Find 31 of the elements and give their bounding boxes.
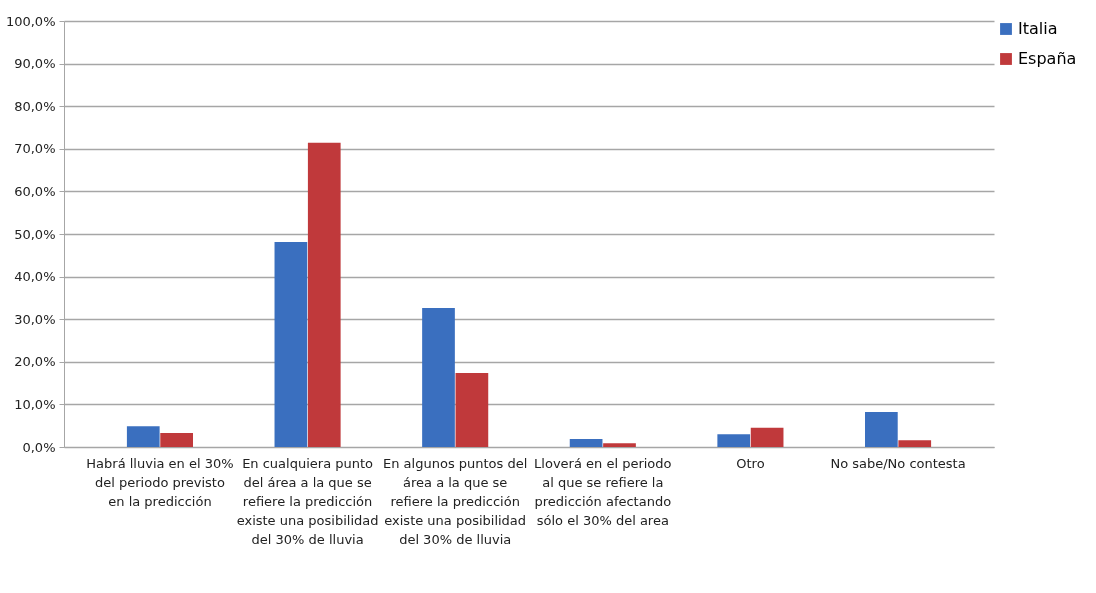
bar: [422, 308, 455, 447]
bar: [750, 427, 784, 447]
legend-label: España: [1018, 49, 1077, 68]
y-tick-label: 90,0%: [14, 56, 56, 72]
x-tick-label: Lloverá en el periodo al que se refiere la predicción afectando sólo el 30% del area: [534, 455, 672, 528]
y-tick-label: 100,0%: [5, 13, 56, 29]
y-tick-label: 20,0%: [14, 354, 56, 370]
x-tick-label: En cualquiera punto del área a la que se refiere la predicción existe una posibilidad del 30% de lluvia: [236, 455, 379, 547]
y-tick-label: 30,0%: [14, 311, 56, 327]
bar: [717, 434, 751, 447]
y-tick-label: 0,0%: [22, 439, 56, 455]
x-tick-label: Habrá lluvia en el 30% del periodo previsto en la predicción: [86, 455, 234, 509]
bar: [160, 432, 193, 447]
bar: [307, 142, 341, 447]
x-tick-label: Otro: [736, 455, 765, 471]
x-tick-label: En algunos puntos del área a la que se refiere la predicción existe una posibilidad del 30% de lluvia: [383, 455, 528, 547]
legend-label: Italia: [1018, 19, 1058, 38]
bar: [898, 440, 932, 447]
y-tick-label: 40,0%: [14, 269, 56, 285]
y-tick-label: 80,0%: [14, 98, 56, 114]
y-tick-label: 10,0%: [14, 396, 56, 412]
bar: [603, 443, 636, 447]
y-tick-label: 50,0%: [14, 226, 56, 242]
bar: [126, 426, 160, 447]
x-tick-label: No sabe/No contesta: [830, 455, 966, 471]
bar: [569, 438, 603, 447]
bar: [455, 372, 489, 447]
bar: [274, 242, 308, 447]
y-tick-label: 60,0%: [14, 183, 56, 199]
bar: [865, 412, 898, 447]
y-tick-label: 70,0%: [14, 141, 56, 157]
